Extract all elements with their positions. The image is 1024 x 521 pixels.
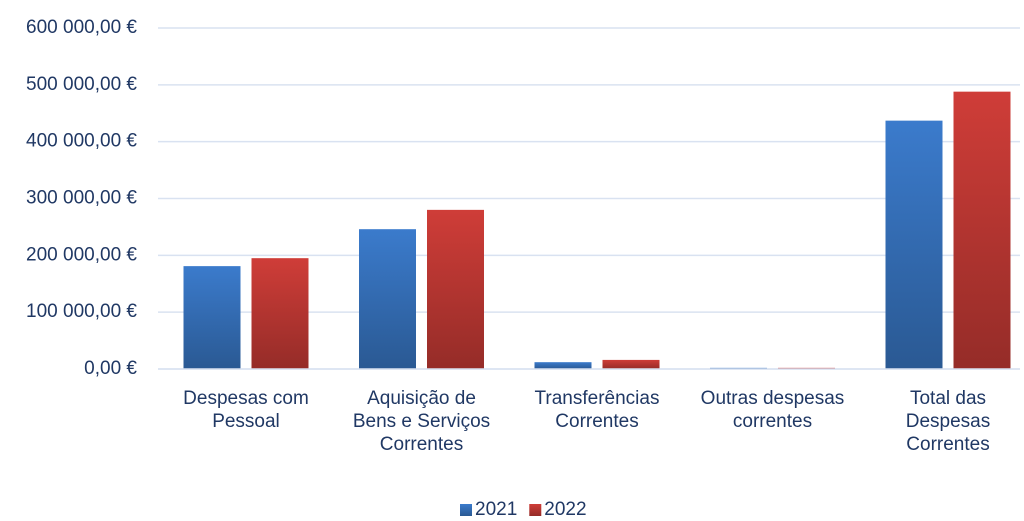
legend-swatch	[460, 504, 472, 516]
y-tick-label: 300 000,00 €	[26, 188, 137, 209]
bar	[359, 229, 416, 369]
bar	[251, 258, 309, 369]
y-tick-label: 200 000,00 €	[26, 244, 137, 265]
bar	[427, 209, 484, 369]
bar	[534, 362, 592, 369]
y-tick-label: 400 000,00 €	[26, 131, 137, 152]
legend-swatch	[529, 504, 542, 516]
legend-label: 2021	[475, 499, 517, 520]
y-tick-label: 600 000,00 €	[26, 17, 137, 38]
bar	[953, 91, 1011, 370]
bar	[602, 359, 660, 369]
x-tick-label: Outras despesas correntes	[700, 388, 845, 432]
y-tick-label: 0,00 €	[84, 358, 137, 379]
x-tick-label: Total das Despesas Correntes	[905, 388, 991, 455]
legend-label: 2022	[544, 499, 586, 520]
x-tick-label: Transferências Correntes	[534, 388, 660, 432]
bar	[183, 266, 241, 369]
x-tick-label: Despesas com Pessoal	[183, 388, 309, 432]
bar	[885, 120, 943, 369]
y-tick-label: 500 000,00 €	[26, 74, 137, 95]
y-tick-label: 100 000,00 €	[26, 301, 137, 322]
x-tick-label: Aquisição de Bens e Serviços Correntes	[352, 388, 491, 455]
